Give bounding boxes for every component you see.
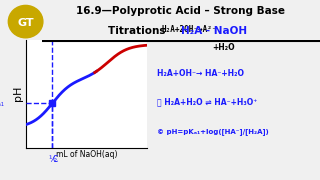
Text: C: C bbox=[52, 156, 58, 165]
Text: pKₐ₁: pKₐ₁ bbox=[0, 99, 4, 108]
Text: GT: GT bbox=[17, 18, 34, 28]
Text: +H₂O: +H₂O bbox=[212, 43, 235, 52]
Text: H₂A+2OH⁻→A²⁻: H₂A+2OH⁻→A²⁻ bbox=[162, 25, 217, 34]
Y-axis label: pH: pH bbox=[13, 86, 23, 101]
Text: ½: ½ bbox=[48, 156, 56, 165]
X-axis label: mL of NaOH(aq): mL of NaOH(aq) bbox=[56, 150, 117, 159]
Text: Ⓑ H₂A+H₂O ⇌ HA⁻+H₃O⁺: Ⓑ H₂A+H₂O ⇌ HA⁻+H₃O⁺ bbox=[157, 97, 257, 106]
Text: © pH=pKₐ₁+log([HA⁻]/[H₂A]): © pH=pKₐ₁+log([HA⁻]/[H₂A]) bbox=[157, 128, 269, 135]
Text: Titrations: Titrations bbox=[108, 26, 170, 36]
Circle shape bbox=[8, 5, 43, 38]
Text: H₂A+OH⁻→ HA⁻+H₂O: H₂A+OH⁻→ HA⁻+H₂O bbox=[157, 69, 244, 78]
Text: H₂A - NaOH: H₂A - NaOH bbox=[181, 26, 247, 36]
Text: 16.9—Polyprotic Acid – Strong Base: 16.9—Polyprotic Acid – Strong Base bbox=[76, 6, 285, 16]
